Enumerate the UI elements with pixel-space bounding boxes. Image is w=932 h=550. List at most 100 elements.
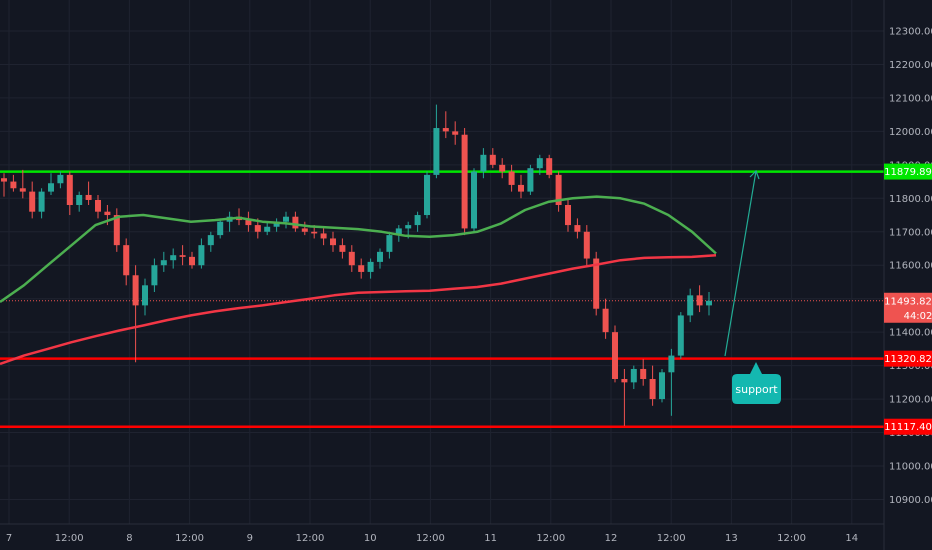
- candle-body: [19, 188, 26, 192]
- candle-body: [640, 368, 647, 379]
- level-price-badge: [884, 163, 932, 180]
- candle-body: [170, 255, 177, 261]
- candle-body: [499, 164, 506, 172]
- price-badges: 11879.89 11320.82 11117.40 11493.82 44:02: [884, 163, 932, 435]
- candle-body: [311, 231, 318, 234]
- candle-body: [687, 295, 694, 316]
- candle-body: [630, 368, 637, 383]
- candle-body: [649, 379, 656, 400]
- candle-body: [414, 215, 421, 226]
- y-tick-label: 12100.00: [889, 93, 932, 104]
- candle-body: [536, 158, 543, 169]
- y-tick-label: 11700.00: [889, 227, 932, 238]
- x-tick-label: 12:00: [55, 533, 84, 544]
- candle-body: [76, 194, 83, 205]
- grid: [0, 0, 884, 524]
- x-tick-label: 12:00: [175, 533, 204, 544]
- level-price-badge: [884, 350, 932, 367]
- candle-body: [377, 251, 383, 262]
- candle-body: [85, 194, 92, 200]
- level-price-label: 11320.82: [884, 354, 932, 365]
- candle-body: [207, 235, 214, 246]
- candle-body: [518, 184, 524, 192]
- y-tick-label: 11000.00: [889, 462, 932, 473]
- candle-body: [424, 174, 430, 216]
- candle-body: [555, 174, 562, 205]
- y-tick-label: 12200.00: [889, 60, 932, 71]
- y-tick-label: 11200.00: [889, 395, 932, 406]
- countdown-label: 44:02: [904, 311, 932, 322]
- candle-body: [38, 191, 45, 212]
- candle-body: [405, 225, 412, 229]
- candle-body: [10, 181, 17, 189]
- x-tick-label: 12:00: [416, 533, 445, 544]
- candle-body: [29, 191, 36, 212]
- support-callout-box: [732, 362, 781, 404]
- candle-body: [283, 216, 289, 222]
- last-price-badge: [884, 292, 932, 323]
- x-tick-label: 13: [725, 533, 738, 544]
- candle-body: [696, 295, 703, 306]
- candle-body: [471, 171, 477, 229]
- candle-body: [198, 245, 205, 266]
- candle-body: [57, 174, 64, 184]
- support-callout-label: support: [735, 383, 778, 396]
- candle-body: [546, 158, 553, 175]
- candle-body: [1, 178, 7, 182]
- candle-body: [264, 226, 271, 232]
- candle-body: [461, 134, 468, 229]
- candle-body: [367, 261, 374, 272]
- candle-body: [254, 225, 261, 232]
- candle-body: [48, 183, 54, 192]
- candle-body: [668, 355, 675, 373]
- trend-arrow-head: [749, 169, 760, 180]
- moving-average-green: [0, 195, 717, 304]
- candle-body: [442, 128, 449, 132]
- x-tick-label: 12:00: [777, 533, 806, 544]
- x-tick-label: 12:00: [657, 533, 686, 544]
- candle-body: [104, 211, 111, 216]
- moving-averages: [0, 195, 717, 366]
- candle-body: [132, 275, 139, 306]
- moving-average-red: [0, 253, 717, 366]
- x-tick-label: 11: [484, 533, 497, 544]
- candle-body: [151, 265, 158, 286]
- y-tick-label: 12300.00: [889, 27, 932, 38]
- candle-body: [565, 205, 571, 226]
- y-tick-label: 11600.00: [889, 261, 932, 272]
- y-tick-label: 11800.00: [889, 194, 932, 205]
- candle-body: [621, 379, 628, 383]
- candle-body: [677, 315, 684, 356]
- candle-body: [659, 372, 665, 400]
- candle-body: [386, 235, 393, 252]
- x-tick-label: 10: [364, 533, 377, 544]
- candle-body: [66, 174, 73, 205]
- candles: [1, 104, 712, 426]
- time-axis[interactable]: 7 12:00 8 12:00 9 12:00 10 12:00 11 12:00 12 12:00 1…: [6, 533, 858, 544]
- candle-body: [508, 171, 515, 185]
- candle-body: [273, 221, 280, 227]
- level-price-label: 11117.40: [884, 422, 932, 433]
- level-price-badge: [884, 418, 932, 435]
- candle-body: [245, 220, 252, 226]
- candle-body: [612, 332, 618, 379]
- candle-body: [123, 245, 130, 276]
- y-tick-label: 12000.00: [889, 127, 932, 138]
- candle-body: [292, 216, 299, 229]
- candle-body: [480, 154, 487, 172]
- candle-body: [217, 221, 224, 236]
- candle-body: [339, 245, 346, 252]
- horizontal-levels[interactable]: [0, 170, 884, 428]
- candle-body: [179, 255, 186, 257]
- candle-body: [142, 285, 148, 306]
- candle-body: [189, 256, 195, 266]
- candle-body: [452, 131, 459, 135]
- support-annotation[interactable]: support: [724, 169, 781, 404]
- candle-body: [330, 238, 336, 246]
- x-tick-label: 12: [605, 533, 618, 544]
- x-tick-label: 12:00: [296, 533, 325, 544]
- y-tick-label: 11400.00: [889, 328, 932, 339]
- candle-body: [358, 265, 365, 272]
